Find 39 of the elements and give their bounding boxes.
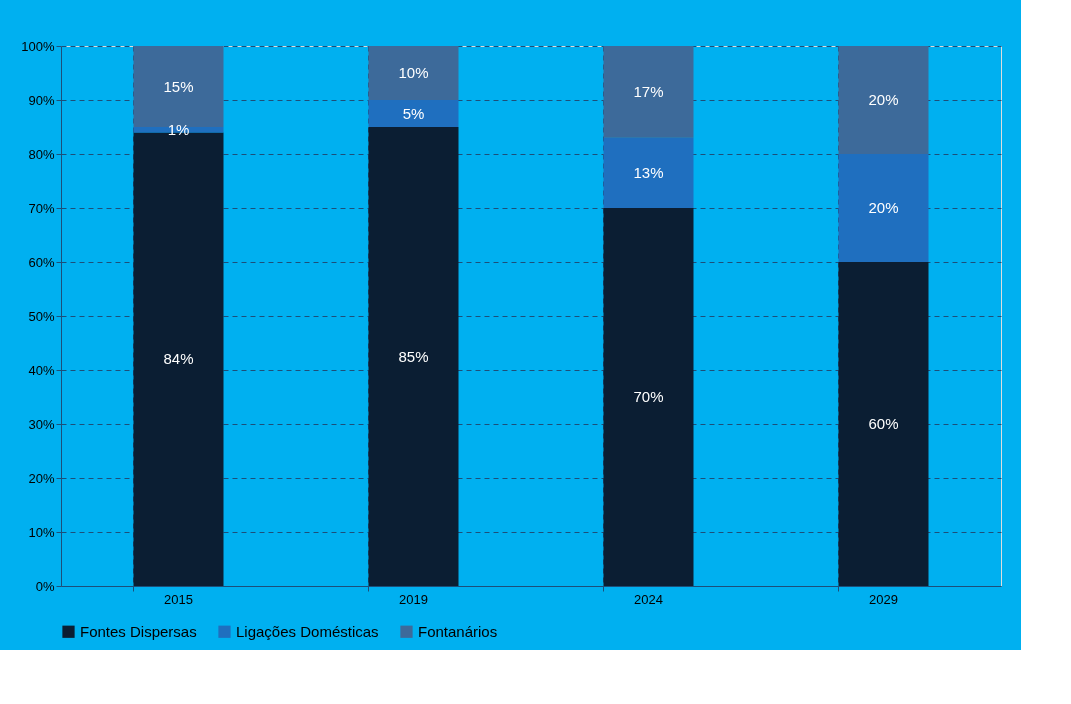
legend-label: Fontanários: [418, 622, 498, 640]
bar: [838, 154, 929, 262]
data-label: 13%: [633, 163, 664, 181]
y-tick-label: 90%: [28, 92, 55, 108]
data-label: 20%: [868, 199, 899, 216]
data-label: 17%: [633, 82, 664, 100]
data-label: 60%: [868, 415, 899, 432]
bar: [133, 46, 224, 127]
y-tick-label: 20%: [28, 470, 55, 486]
y-tick-label: 40%: [28, 362, 55, 378]
y-tick-label: 50%: [28, 308, 55, 324]
bar: [368, 46, 459, 100]
data-label: 70%: [633, 388, 664, 405]
y-tick-label: 10%: [28, 524, 55, 540]
bar: [603, 137, 694, 208]
y-tick-label: 0%: [35, 578, 55, 594]
data-label: 85%: [398, 347, 429, 365]
bar: [603, 46, 694, 138]
legend-label: Ligações Domésticas: [236, 622, 379, 640]
y-tick-label: 60%: [28, 254, 55, 270]
y-tick-label: 100%: [21, 38, 55, 54]
x-tick-label: 2029: [869, 591, 898, 607]
legend-label: Fontes Dispersas: [80, 622, 197, 640]
x-tick-label: 2024: [634, 591, 663, 607]
y-tick-label: 70%: [28, 200, 55, 216]
y-tick-label: 80%: [28, 146, 55, 162]
x-tick-label: 2019: [399, 591, 428, 607]
data-label: 84%: [163, 350, 194, 368]
bar: [368, 100, 459, 127]
bar: [368, 127, 459, 586]
data-label: 10%: [398, 64, 429, 81]
x-tick-label: 2015: [164, 591, 193, 607]
bar: [838, 262, 929, 586]
data-label: 20%: [868, 91, 899, 108]
bar: [838, 46, 929, 154]
y-tick-label: 30%: [28, 416, 55, 432]
data-label: 5%: [402, 104, 425, 122]
bar: [603, 208, 694, 586]
data-label: 15%: [163, 77, 194, 95]
